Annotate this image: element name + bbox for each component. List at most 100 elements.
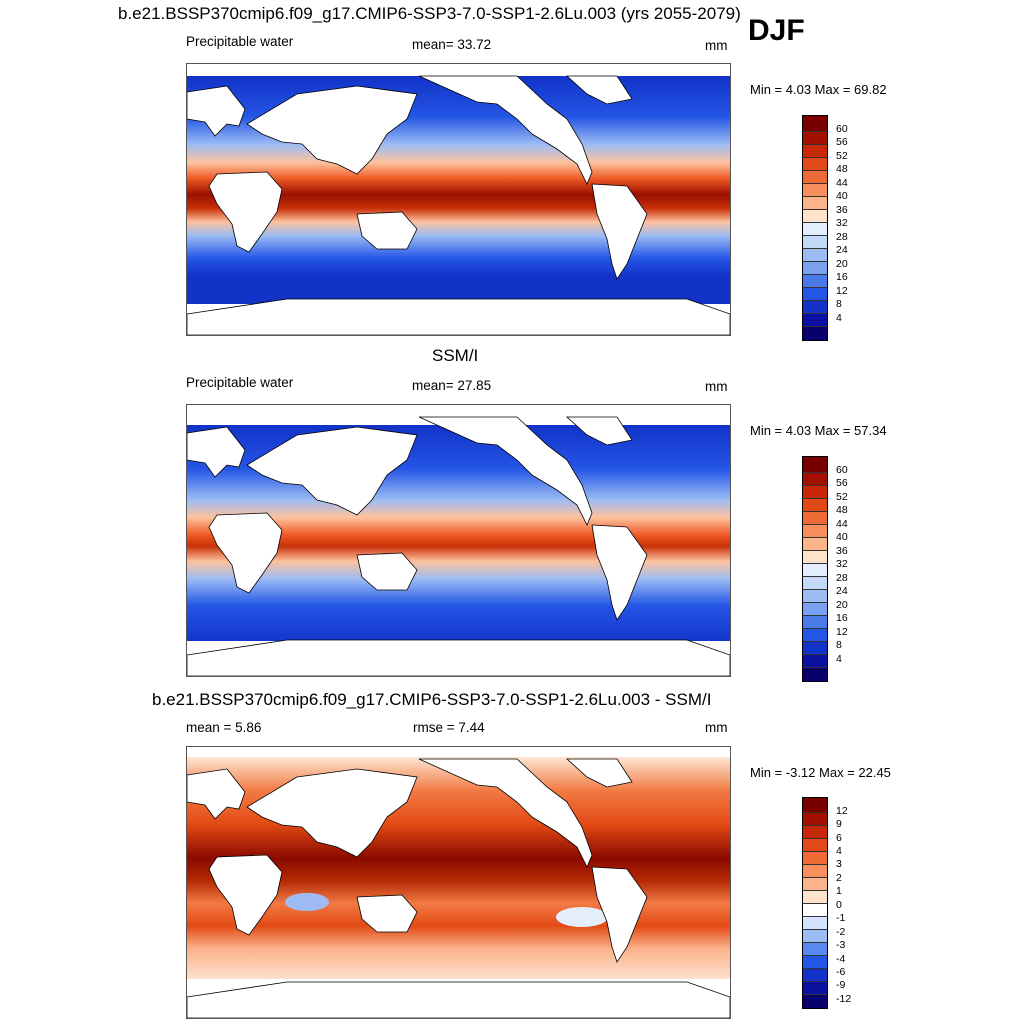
panel1-landmasses [187,64,730,335]
panel1-colorbar-swatch [803,222,827,235]
panel3-negative-anomaly [556,907,608,927]
panel3-colorbar-tick: -12 [836,993,852,1005]
panel1-variable-label: Precipitable water [186,34,294,49]
panel3-colorbar-tick: 9 [836,818,842,830]
panel1-colorbar-tick: 12 [836,285,848,297]
panel1-colorbar-swatch [803,261,827,274]
panel2-colorbar-swatch [803,511,827,524]
panel3-colorbar-swatch [803,851,827,864]
panel1-map [186,63,731,336]
season-label: DJF [748,14,805,47]
panel2-colorbar-tick: 44 [836,518,848,530]
panel2-colorbar-swatch [803,667,827,681]
panel3-colorbar-tick: -1 [836,912,846,924]
panel2-colorbar-swatch [803,457,827,472]
panel1-colorbar-swatch [803,209,827,222]
panel1-colorbar-swatch [803,144,827,157]
panel3-colorbar-swatch [803,864,827,877]
panel2-landmasses [187,405,730,676]
panel3-title: b.e21.BSSP370cmip6.f09_g17.CMIP6-SSP3-7.… [152,690,712,709]
panel2-colorbar-swatch [803,628,827,641]
panel1-colorbar-tick: 52 [836,150,848,162]
panel1-minmax: Min = 4.03 Max = 69.82 [750,82,887,97]
panel1-colorbar-tick: 8 [836,298,842,310]
panel2-title: SSM/I [432,346,479,365]
panel2-map-svg [187,405,730,676]
panel3-colorbar-tick: -6 [836,966,846,978]
panel2-colorbar-tick: 36 [836,545,848,557]
panel3-map [186,746,731,1019]
panel3-colorbar-tick: -9 [836,979,846,991]
panel2-colorbar [802,456,828,682]
panel1-units-label: mm [705,38,728,53]
panel2-colorbar-tick: 28 [836,572,848,584]
panel1-colorbar-tick: 60 [836,123,848,135]
panel1-colorbar-swatch [803,196,827,209]
panel2-colorbar-swatch [803,576,827,589]
panel2-colorbar-tick: 48 [836,504,848,516]
panel1-colorbar-swatch [803,170,827,183]
panel2-colorbar-swatch [803,537,827,550]
panel2-colorbar-tick: 12 [836,626,848,638]
panel1-colorbar-swatch [803,326,827,340]
panel3-colorbar-tick: 2 [836,872,842,884]
panel1-colorbar-swatch [803,248,827,261]
panel1-map-svg [187,64,730,335]
panel3-colorbar-swatch [803,994,827,1008]
panel1-colorbar-tick: 48 [836,163,848,175]
panel2-colorbar-swatch [803,602,827,615]
panel2-colorbar-swatch [803,563,827,576]
panel2-mean-label: mean= 27.85 [412,378,492,393]
panel3-colorbar-swatch [803,968,827,981]
panel3-colorbar-tick: 6 [836,832,842,844]
panel1-colorbar-tick: 36 [836,204,848,216]
panel3-mean-label: mean = 5.86 [186,720,262,735]
panel2-colorbar-tick: 40 [836,531,848,543]
panel2-variable-label: Precipitable water [186,375,294,390]
panel2-colorbar-swatch [803,550,827,563]
panel2-colorbar-tick: 20 [836,599,848,611]
panel1-title: b.e21.BSSP370cmip6.f09_g17.CMIP6-SSP3-7.… [118,4,741,23]
panel1-colorbar-tick: 24 [836,244,848,256]
panel2-colorbar-tick: 56 [836,477,848,489]
panel2-colorbar-tick: 32 [836,558,848,570]
panel3-colorbar-tick: 12 [836,805,848,817]
panel2-colorbar-swatch [803,524,827,537]
panel1-colorbar-swatch [803,274,827,287]
panel3-colorbar [802,797,828,1009]
panel3-colorbar-tick: -4 [836,953,846,965]
panel3-units-label: mm [705,720,728,735]
panel2-colorbar-tick: 16 [836,612,848,624]
panel1-colorbar-tick: 56 [836,136,848,148]
panel1-colorbar-swatch [803,183,827,196]
panel3-colorbar-swatch [803,825,827,838]
panel3-minmax: Min = -3.12 Max = 22.45 [750,765,891,780]
panel1-colorbar-swatch [803,131,827,144]
panel2-colorbar-tick: 52 [836,491,848,503]
panel1-mean-label: mean= 33.72 [412,37,492,52]
panel2-colorbar-swatch [803,615,827,628]
panel3-colorbar-swatch [803,890,827,903]
panel1-colorbar-tick: 4 [836,312,842,324]
panel3-colorbar-swatch [803,916,827,929]
panel1-colorbar-swatch [803,116,827,131]
panel2-colorbar-swatch [803,472,827,485]
panel1-colorbar-tick: 16 [836,271,848,283]
panel1-colorbar-tick: 28 [836,231,848,243]
panel2-colorbar-tick: 60 [836,464,848,476]
panel3-colorbar-swatch [803,877,827,890]
panel1-colorbar-swatch [803,313,827,326]
panel2-map [186,404,731,677]
panel3-colorbar-swatch [803,981,827,994]
panel2-colorbar-swatch [803,485,827,498]
panel2-colorbar-swatch [803,498,827,511]
panel3-colorbar-swatch [803,955,827,968]
panel2-colorbar-swatch [803,641,827,654]
panel3-colorbar-tick: 3 [836,858,842,870]
panel3-colorbar-tick: -3 [836,939,846,951]
panel1-colorbar-tick: 32 [836,217,848,229]
panel3-map-svg [187,747,730,1018]
panel1-colorbar-swatch [803,235,827,248]
panel3-colorbar-tick: -2 [836,926,846,938]
panel1-colorbar-tick: 20 [836,258,848,270]
